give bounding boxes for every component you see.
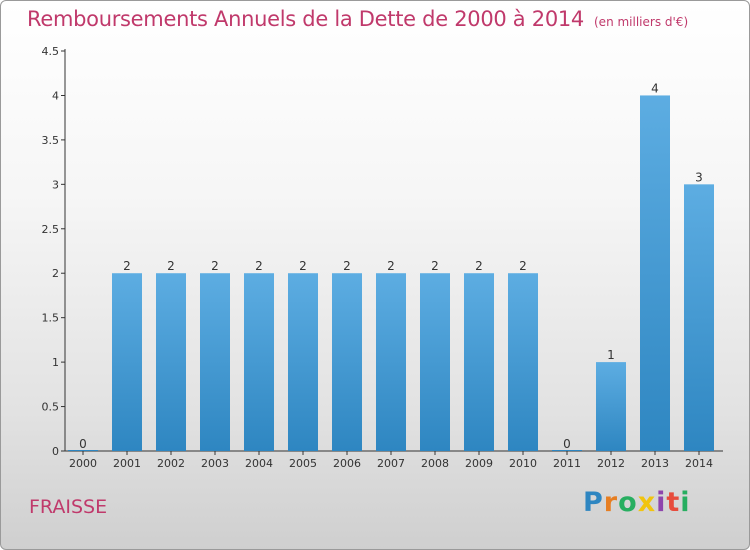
data-label-2008: 2 xyxy=(431,259,439,273)
data-label-2012: 1 xyxy=(607,348,615,362)
x-tick-label-2006: 2006 xyxy=(333,457,361,470)
y-tick-label: 4.5 xyxy=(42,45,60,58)
x-tick-label-2013: 2013 xyxy=(641,457,669,470)
x-tick-label-2009: 2009 xyxy=(465,457,493,470)
bar-2013 xyxy=(640,95,670,451)
data-label-2001: 2 xyxy=(123,259,131,273)
x-tick-label-2014: 2014 xyxy=(685,457,713,470)
y-tick-label: 2 xyxy=(52,267,59,280)
y-tick-label: 1 xyxy=(52,356,59,369)
x-tick-label-2008: 2008 xyxy=(421,457,449,470)
y-tick-label: 0 xyxy=(52,445,59,458)
data-label-2009: 2 xyxy=(475,259,483,273)
logo-letter: i xyxy=(656,487,667,518)
title-unit: (en milliers d'€) xyxy=(594,15,689,29)
data-label-2013: 4 xyxy=(651,81,659,95)
x-tick-label-2007: 2007 xyxy=(377,457,405,470)
x-tick-label-2010: 2010 xyxy=(509,457,537,470)
bars xyxy=(68,95,714,452)
logo-letter: i xyxy=(680,487,691,518)
data-label-2007: 2 xyxy=(387,259,395,273)
title-main: Remboursements Annuels de la Dette de 20… xyxy=(27,7,584,31)
x-tick-label-2003: 2003 xyxy=(201,457,229,470)
y-tick-label: 0.5 xyxy=(42,401,60,414)
data-label-2011: 0 xyxy=(563,437,571,451)
x-tick-label-2000: 2000 xyxy=(69,457,97,470)
x-tick-label-2005: 2005 xyxy=(289,457,317,470)
bar-2008 xyxy=(420,273,450,451)
commune-name: FRAISSE xyxy=(29,496,108,518)
bar-2010 xyxy=(508,273,538,451)
bar-2001 xyxy=(112,273,142,451)
bar-2003 xyxy=(200,273,230,451)
data-label-2000: 0 xyxy=(79,437,87,451)
data-label-2004: 2 xyxy=(255,259,263,273)
x-tick-label-2011: 2011 xyxy=(553,457,581,470)
bar-2004 xyxy=(244,273,274,451)
bar-2005 xyxy=(288,273,318,451)
x-tick-label-2004: 2004 xyxy=(245,457,273,470)
logo-letter: o xyxy=(618,487,638,518)
bar-2007 xyxy=(376,273,406,451)
x-tick-label-2002: 2002 xyxy=(157,457,185,470)
bar-2002 xyxy=(156,273,186,451)
y-tick-label: 3 xyxy=(52,178,59,191)
chart-title: Remboursements Annuels de la Dette de 20… xyxy=(27,7,688,31)
y-tick-label: 4 xyxy=(52,89,59,102)
data-label-2014: 3 xyxy=(695,170,703,184)
bar-2014 xyxy=(684,184,714,452)
data-label-2002: 2 xyxy=(167,259,175,273)
x-tick-label-2001: 2001 xyxy=(113,457,141,470)
y-tick-label: 2.5 xyxy=(42,223,60,236)
data-label-2003: 2 xyxy=(211,259,219,273)
bar-2009 xyxy=(464,273,494,451)
logo-letter: r xyxy=(603,487,619,518)
logo-letter: t xyxy=(666,487,681,518)
logo-letter: x xyxy=(637,487,657,518)
data-label-2005: 2 xyxy=(299,259,307,273)
bar-2006 xyxy=(332,273,362,451)
data-label-2006: 2 xyxy=(343,259,351,273)
y-tick-label: 1.5 xyxy=(42,312,60,325)
bar-2012 xyxy=(596,362,626,451)
y-tick-label: 3.5 xyxy=(42,134,60,147)
proxiti-logo[interactable]: Proxiti xyxy=(583,487,691,518)
x-tick-label-2012: 2012 xyxy=(597,457,625,470)
logo-letter: P xyxy=(583,487,604,518)
ticks: 0 0.5 1 1.5 2 2.5 3 3.5 4 4.5 2000 0 2001 2 2002 2 2003 2… xyxy=(42,45,714,470)
data-label-2010: 2 xyxy=(519,259,527,273)
